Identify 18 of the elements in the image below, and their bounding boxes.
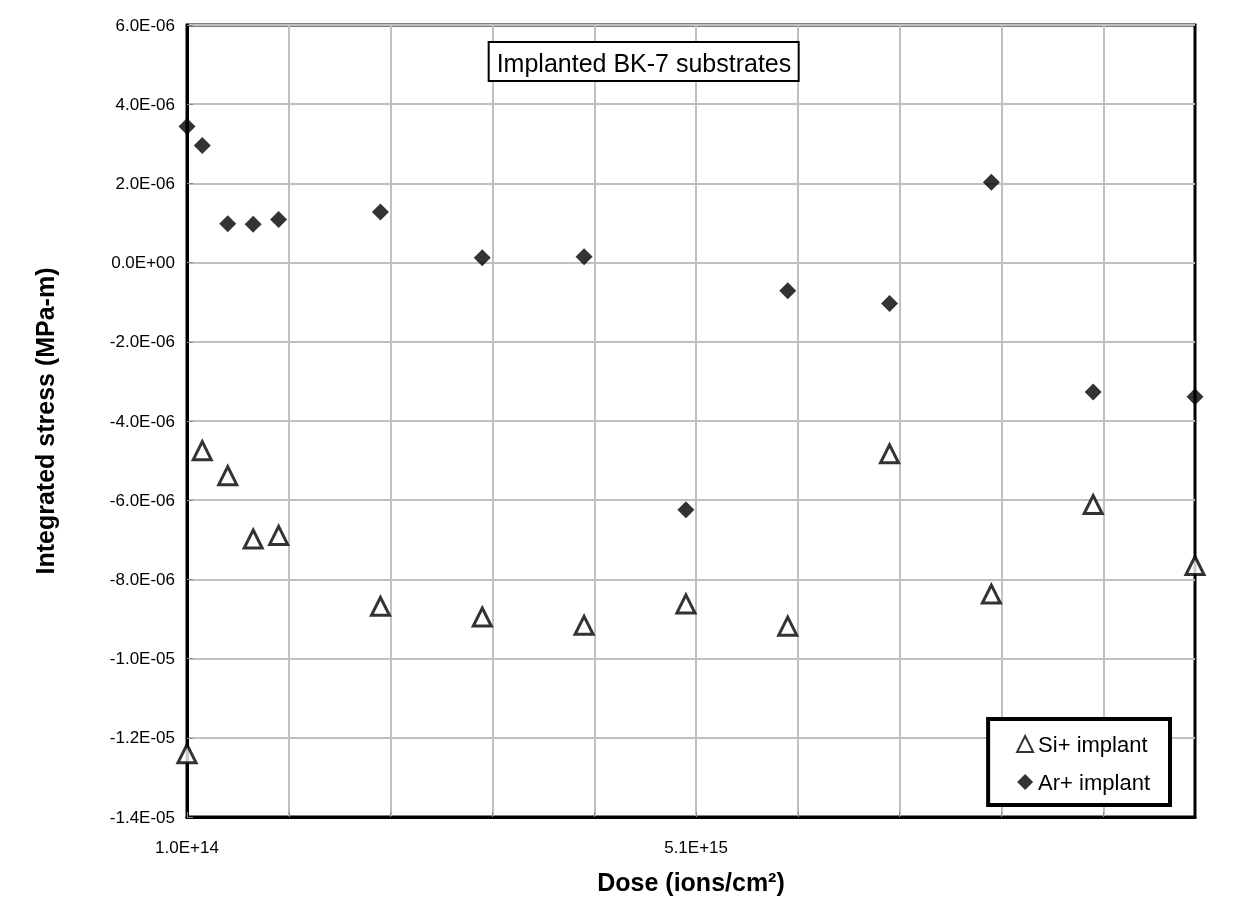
y-tick-label: 6.0E-06 [115, 15, 175, 35]
legend-label: Ar+ implant [1038, 769, 1151, 795]
y-tick-label: -4.0E-06 [109, 411, 175, 431]
x-tick-label: 1.0E+14 [155, 838, 219, 857]
y-tick-label: 0.0E+00 [111, 253, 175, 273]
y-tick-label: -2.0E-06 [109, 332, 175, 352]
y-tick-label: -1.4E-05 [109, 807, 175, 827]
x-tick-label: 5.1E+15 [664, 838, 728, 857]
y-tick-label: -6.0E-06 [109, 490, 175, 510]
text: Implanted BK-7 substrates [496, 48, 792, 77]
y-tick-label: 2.0E-06 [115, 173, 175, 193]
y-tick-label: -8.0E-06 [109, 569, 175, 589]
y-tick-label: -1.2E-05 [109, 728, 175, 748]
x-axis-title: Dose (ions/cm²) [597, 867, 785, 896]
legend-label: Si+ implant [1038, 731, 1148, 757]
y-axis-title: Integrated stress (MPa-m) [30, 267, 59, 575]
y-tick-label: -1.0E-05 [109, 649, 175, 669]
y-tick-label: 4.0E-06 [115, 94, 175, 114]
